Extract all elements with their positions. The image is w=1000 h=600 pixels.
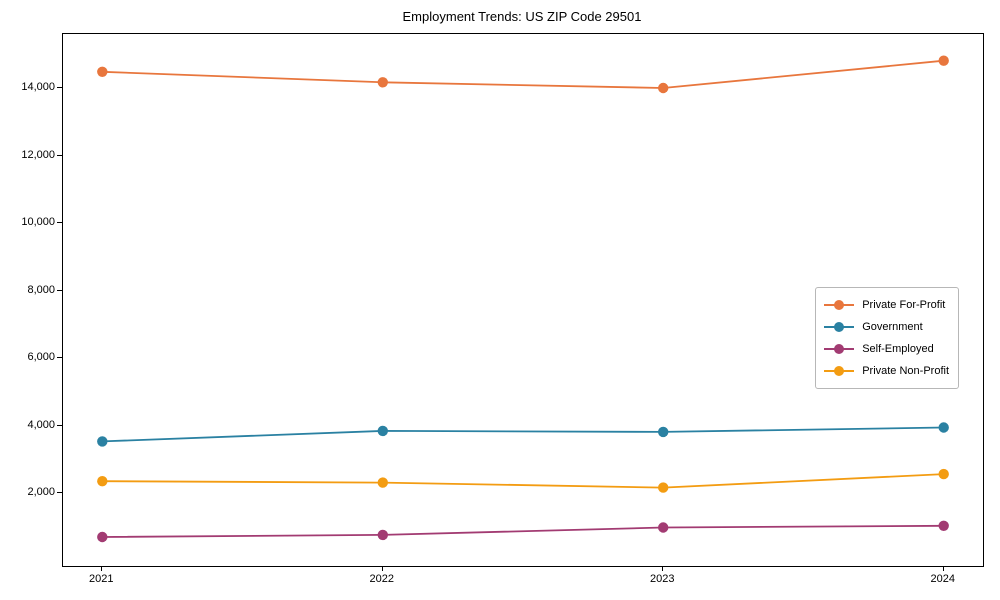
x-tick-label: 2023	[649, 573, 675, 585]
y-tick-label: 12,000	[21, 148, 55, 161]
legend-label: Government	[862, 321, 923, 333]
data-point	[377, 77, 388, 88]
legend-line-swatch	[824, 343, 855, 355]
y-tick-mark	[57, 357, 62, 359]
chart-title: Employment Trends: US ZIP Code 29501	[402, 9, 642, 24]
y-tick-label: 10,000	[21, 216, 55, 229]
y-tick-mark	[57, 424, 62, 426]
y-tick-label: 4,000	[27, 418, 55, 431]
data-point	[938, 55, 949, 66]
legend-marker-dot	[834, 366, 845, 376]
legend-line-swatch	[824, 299, 855, 311]
data-point	[377, 477, 388, 488]
legend-line-swatch	[824, 321, 855, 333]
legend-label: Private Non-Profit	[862, 365, 949, 377]
data-point	[658, 426, 669, 438]
x-tick-mark	[662, 566, 664, 571]
data-point	[658, 482, 669, 493]
legend-item: Private For-Profit	[824, 294, 949, 316]
series-line	[102, 59, 944, 89]
data-point	[938, 422, 949, 433]
y-tick-mark	[57, 492, 62, 494]
y-tick-label: 14,000	[21, 81, 55, 94]
line-plot	[97, 55, 949, 543]
series-line	[102, 473, 944, 489]
data-point	[938, 468, 949, 480]
legend-item: Private Non-Profit	[824, 360, 949, 382]
legend-marker-dot	[834, 344, 845, 354]
y-tick-mark	[57, 289, 62, 291]
data-point	[658, 522, 669, 533]
data-point	[97, 476, 108, 487]
legend: Private For-Profit Government Self-Employe…	[815, 287, 959, 389]
x-tick-mark	[381, 566, 383, 571]
data-point	[938, 520, 949, 531]
x-tick-label: 2021	[89, 573, 114, 585]
data-point	[377, 425, 388, 437]
data-point	[377, 529, 388, 541]
legend-marker-dot	[834, 322, 845, 332]
legend-label: Private For-Profit	[862, 299, 946, 311]
legend-line-swatch	[824, 365, 855, 377]
legend-item: Self-Employed	[824, 338, 949, 360]
data-point	[97, 436, 108, 447]
y-tick-mark	[57, 222, 62, 224]
series-line	[102, 426, 944, 443]
x-tick-mark	[101, 566, 103, 571]
y-tick-mark	[57, 154, 62, 156]
legend-label: Self-Employed	[862, 343, 934, 355]
plot-area: Private For-Profit Government Self-Employe…	[62, 33, 984, 567]
y-tick-label: 6,000	[27, 351, 55, 364]
x-tick-mark	[942, 566, 944, 571]
data-point	[97, 66, 108, 77]
legend-marker-dot	[834, 300, 845, 310]
series-line	[102, 524, 944, 538]
y-tick-label: 2,000	[27, 486, 55, 499]
y-tick-label: 8,000	[27, 283, 55, 296]
y-tick-mark	[57, 87, 62, 89]
x-tick-label: 2022	[369, 573, 394, 585]
data-point	[658, 82, 669, 94]
x-tick-label: 2024	[930, 573, 955, 585]
data-point	[97, 531, 108, 543]
legend-item: Government	[824, 316, 949, 338]
